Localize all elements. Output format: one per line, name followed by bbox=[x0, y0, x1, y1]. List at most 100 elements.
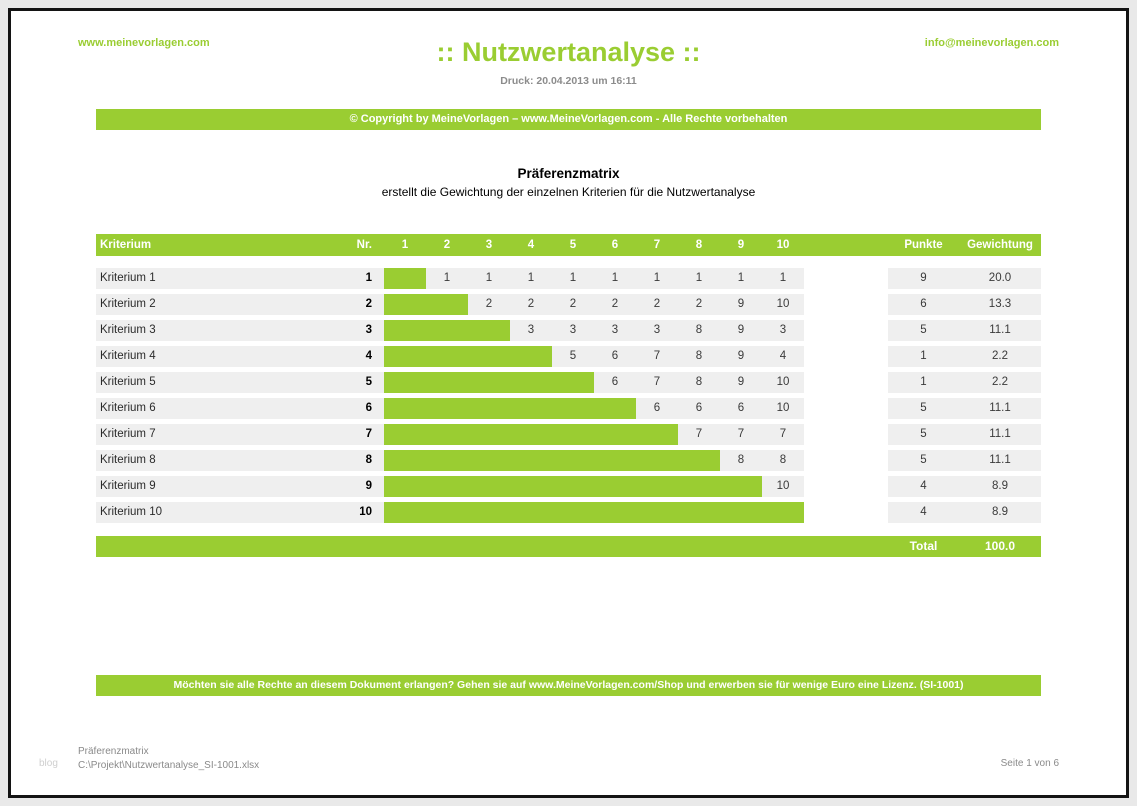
preference-bar bbox=[384, 320, 510, 341]
copyright-banner: © Copyright by MeineVorlagen – www.Meine… bbox=[96, 109, 1041, 130]
gewichtung-value: 8.9 bbox=[959, 476, 1041, 497]
matrix-value: 2 bbox=[611, 298, 619, 310]
row-number: 10 bbox=[346, 502, 384, 523]
punkte-value: 4 bbox=[888, 502, 959, 523]
matrix-value: 10 bbox=[776, 402, 790, 414]
kriterium-label: Kriterium 1 bbox=[96, 268, 346, 289]
table-body: Kriterium 1 1 1 1 1 1 1 1 1 1 1 9 20.0 Kriterium… bbox=[96, 268, 1041, 523]
row-number: 5 bbox=[346, 372, 384, 393]
gewichtung-value: 11.1 bbox=[959, 424, 1041, 445]
page-title: :: Nutzwertanalyse :: bbox=[436, 37, 701, 67]
row-number: 6 bbox=[346, 398, 384, 419]
gewichtung-value: 2.2 bbox=[959, 346, 1041, 367]
matrix-col-header: 7 bbox=[653, 239, 661, 251]
punkte-value: 1 bbox=[888, 346, 959, 367]
col-headers-matrix: 1 2 3 4 5 6 7 8 9 10 bbox=[384, 234, 804, 256]
matrix-value: 2 bbox=[569, 298, 577, 310]
matrix-value: 3 bbox=[611, 324, 619, 336]
matrix-cells: 6 6 6 10 bbox=[384, 398, 804, 419]
matrix-value: 5 bbox=[569, 350, 577, 362]
preference-bar bbox=[384, 346, 552, 367]
matrix-col-header: 8 bbox=[695, 239, 703, 251]
col-header-nr: Nr. bbox=[356, 239, 372, 251]
matrix-value: 7 bbox=[695, 428, 703, 440]
matrix-col-header: 9 bbox=[737, 239, 745, 251]
total-row: Total 100.0 bbox=[96, 536, 1041, 557]
total-label: Total bbox=[909, 539, 938, 553]
matrix-value: 6 bbox=[611, 376, 619, 388]
matrix-value: 6 bbox=[695, 402, 703, 414]
preference-bar bbox=[384, 424, 678, 445]
matrix-col-header: 2 bbox=[443, 239, 451, 251]
kriterium-label: Kriterium 10 bbox=[96, 502, 346, 523]
email-link[interactable]: info@meinevorlagen.com bbox=[924, 37, 1059, 49]
row-gap bbox=[804, 346, 888, 367]
matrix-cells bbox=[384, 502, 804, 523]
row-number: 1 bbox=[346, 268, 384, 289]
kriterium-label: Kriterium 6 bbox=[96, 398, 346, 419]
document-page: www.meinevorlagen.com :: Nutzwertanalyse… bbox=[8, 8, 1129, 798]
watermark-text: blog bbox=[39, 758, 58, 769]
matrix-value: 10 bbox=[776, 376, 790, 388]
punkte-value: 6 bbox=[888, 294, 959, 315]
table-row: Kriterium 10 10 4 8.9 bbox=[96, 502, 1041, 523]
footer-doc-name: Präferenzmatrix bbox=[78, 746, 149, 757]
row-gap bbox=[804, 450, 888, 471]
matrix-value: 1 bbox=[695, 272, 703, 284]
matrix-cells: 10 bbox=[384, 476, 804, 497]
matrix-value: 1 bbox=[485, 272, 493, 284]
matrix-value: 1 bbox=[737, 272, 745, 284]
section-title: Präferenzmatrix bbox=[517, 166, 620, 181]
matrix-value: 9 bbox=[737, 298, 745, 310]
punkte-value: 5 bbox=[888, 398, 959, 419]
kriterium-label: Kriterium 8 bbox=[96, 450, 346, 471]
table-row: Kriterium 2 2 2 2 2 2 2 2 9 10 6 13.3 bbox=[96, 294, 1041, 315]
kriterium-label: Kriterium 5 bbox=[96, 372, 346, 393]
kriterium-label: Kriterium 7 bbox=[96, 424, 346, 445]
matrix-value: 3 bbox=[653, 324, 661, 336]
matrix-value: 2 bbox=[527, 298, 535, 310]
row-gap bbox=[804, 294, 888, 315]
website-link[interactable]: www.meinevorlagen.com bbox=[78, 37, 210, 49]
matrix-cells: 1 1 1 1 1 1 1 1 1 bbox=[384, 268, 804, 289]
matrix-value: 7 bbox=[737, 428, 745, 440]
matrix-cells: 5 6 7 8 9 4 bbox=[384, 346, 804, 367]
matrix-value: 6 bbox=[737, 402, 745, 414]
punkte-value: 9 bbox=[888, 268, 959, 289]
matrix-value: 7 bbox=[653, 376, 661, 388]
print-info: Druck: 20.04.2013 um 16:11 bbox=[500, 75, 637, 87]
matrix-value: 1 bbox=[527, 272, 535, 284]
gewichtung-value: 11.1 bbox=[959, 320, 1041, 341]
punkte-value: 4 bbox=[888, 476, 959, 497]
col-header-punkte: Punkte bbox=[904, 239, 943, 251]
total-value: 100.0 bbox=[984, 539, 1016, 553]
matrix-value: 2 bbox=[485, 298, 493, 310]
col-header-kriterium: Kriterium bbox=[100, 239, 152, 251]
matrix-col-header: 10 bbox=[776, 239, 790, 251]
preference-bar bbox=[384, 502, 804, 523]
row-number: 7 bbox=[346, 424, 384, 445]
preference-bar bbox=[384, 450, 720, 471]
footer-file-path: C:\Projekt\Nutzwertanalyse_SI-1001.xlsx bbox=[78, 760, 260, 771]
col-header-gewichtung: Gewichtung bbox=[967, 239, 1033, 251]
page-header: www.meinevorlagen.com :: Nutzwertanalyse… bbox=[11, 37, 1126, 87]
gewichtung-value: 20.0 bbox=[959, 268, 1041, 289]
gewichtung-value: 8.9 bbox=[959, 502, 1041, 523]
punkte-value: 1 bbox=[888, 372, 959, 393]
matrix-col-header: 6 bbox=[611, 239, 619, 251]
matrix-col-header: 1 bbox=[401, 239, 409, 251]
matrix-value: 8 bbox=[695, 324, 703, 336]
matrix-cells: 3 3 3 3 8 9 3 bbox=[384, 320, 804, 341]
row-gap bbox=[804, 268, 888, 289]
footer-left: Präferenzmatrix C:\Projekt\Nutzwertanaly… bbox=[78, 745, 259, 773]
matrix-value: 9 bbox=[737, 350, 745, 362]
table-row: Kriterium 7 7 7 7 7 5 11.1 bbox=[96, 424, 1041, 445]
table-header-row: Kriterium Nr. 1 2 3 4 5 6 7 8 9 10 Punkte Gewicht… bbox=[96, 234, 1041, 256]
table-row: Kriterium 5 5 6 7 8 9 10 1 2.2 bbox=[96, 372, 1041, 393]
matrix-value: 6 bbox=[653, 402, 661, 414]
matrix-col-header: 3 bbox=[485, 239, 493, 251]
matrix-value: 3 bbox=[569, 324, 577, 336]
matrix-value: 4 bbox=[779, 350, 787, 362]
